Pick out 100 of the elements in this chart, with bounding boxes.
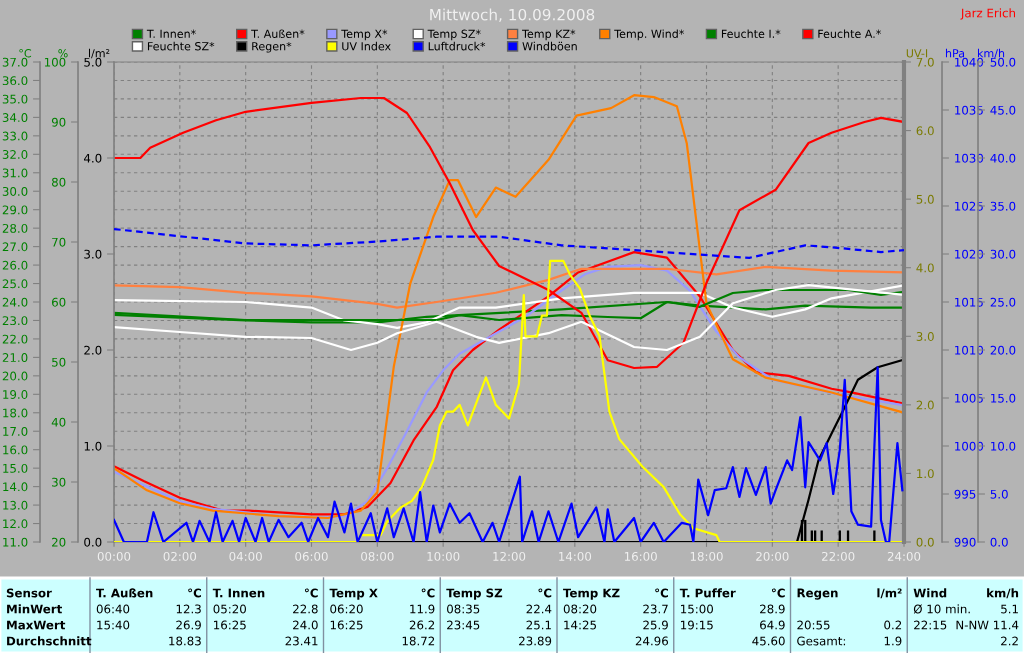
- y-tick-label: 35.0: [2, 94, 28, 104]
- legend-label: Temp KZ*: [522, 29, 576, 41]
- x-tick-label: 16:00: [624, 551, 657, 561]
- y2-tick-label: 1015: [955, 297, 983, 307]
- legend-label: Luftdruck*: [428, 41, 486, 51]
- y3-tick-label: 3.0: [84, 249, 102, 259]
- text: Jarz Erich: [960, 8, 1015, 20]
- y-tick-label: 7.0: [916, 57, 934, 67]
- y2-tick-label: 100: [44, 57, 66, 67]
- text: Wind km/h Ø 10 min. 5.1 22:15 N-NW 11.4 2.2: [913, 588, 1019, 646]
- y3-tick-label: 30.0: [990, 249, 1016, 259]
- text: T. Innen °C 05:20 22.8 16:25 24.0 23.41: [212, 588, 318, 646]
- text: Temp SZ °C 08:35 22.4 23:45 25.1 23.89: [446, 588, 552, 646]
- y3-tick-label: 2.0: [84, 345, 102, 355]
- legend-label: Windböen: [522, 41, 577, 51]
- y3-tick-label: 4.0: [84, 153, 102, 163]
- y2-tick-label: 60: [52, 297, 66, 307]
- legend-label: Feuchte I.*: [721, 29, 781, 38]
- y3-tick-label: 5.0: [84, 57, 102, 67]
- legend-label: Temp X*: [341, 29, 388, 41]
- y-tick-label: 34.0: [2, 113, 28, 123]
- x-tick-label: 14:00: [559, 551, 592, 561]
- legend-label: Regen*: [252, 42, 292, 53]
- y-tick-label: 29.0: [2, 205, 28, 215]
- y3-tick-label: 0.0: [990, 537, 1008, 547]
- legend-label: UV Index: [342, 41, 391, 51]
- y-tick-label: 31.0: [2, 168, 28, 178]
- y3-tick-label: 0.0: [84, 537, 102, 547]
- y-tick-label: 21.0: [2, 353, 28, 363]
- y-tick-label: 11.0: [3, 537, 28, 547]
- y-tick-label: 23.0: [2, 316, 28, 326]
- legend-label: Temp SZ*: [427, 29, 481, 41]
- y-axis-title: UV-I: [906, 49, 928, 58]
- y-tick-label: 2.0: [916, 400, 934, 410]
- legend-label: Feuchte SZ*: [147, 41, 215, 51]
- y2-tick-label: 995: [954, 489, 976, 499]
- y-tick-label: 25.0: [2, 279, 28, 289]
- y-tick-label: 26.0: [2, 260, 28, 270]
- y2-tick-label: 990: [954, 537, 976, 547]
- y3-tick-label: 25.0: [990, 297, 1016, 307]
- y2-tick-label: 1000: [955, 441, 984, 451]
- y-tick-label: 1.0: [917, 469, 934, 479]
- y3-tick-label: 5.0: [990, 489, 1008, 499]
- y2-tick-label: 1040: [955, 57, 984, 67]
- text: T. Puffer °C 15:00 28.9 19:15 64.9 45.60: [679, 588, 785, 646]
- y-tick-label: 6.0: [916, 126, 934, 136]
- y-tick-label: 27.0: [2, 242, 28, 252]
- y-tick-label: 4.0: [916, 263, 934, 273]
- y-tick-label: 3.0: [916, 332, 934, 341]
- y-tick-label: 33.0: [2, 131, 28, 141]
- text: Temp X °C 06:20 11.9 16:25 26.2 18.72: [329, 588, 435, 646]
- text: Sensor MinWert MaxWert Durchschnitt: [6, 588, 92, 646]
- y2-tick-label: 70: [52, 237, 66, 247]
- y-tick-label: 14.0: [3, 482, 28, 492]
- y2-tick-label: 40: [51, 417, 66, 427]
- y3-tick-label: 40.0: [990, 153, 1016, 163]
- y3-tick-label: 15.0: [991, 393, 1016, 403]
- text: T. Außen °C 06:40 12.3 15:40 26.9 18.83: [96, 588, 201, 646]
- y-tick-label: 28.0: [2, 223, 28, 233]
- x-tick-label: 08:00: [361, 551, 394, 561]
- y2-axis-title: hPa: [945, 48, 965, 58]
- y-tick-label: 12.0: [3, 519, 28, 529]
- y2-tick-label: 1020: [955, 249, 984, 259]
- legend-label: T. Außen*: [251, 29, 305, 38]
- y2-tick-label: 1010: [955, 345, 984, 355]
- y-axis-title: °C: [19, 49, 32, 58]
- y3-tick-label: 10.0: [991, 441, 1016, 451]
- x-tick-label: 10:00: [427, 551, 460, 561]
- y2-tick-label: 30: [52, 477, 66, 487]
- x-tick-label: 20:00: [756, 551, 789, 561]
- y-tick-label: 5.0: [916, 194, 934, 204]
- y-tick-label: 36.0: [2, 76, 28, 86]
- y3-tick-label: 20.0: [990, 345, 1016, 355]
- y3-tick-label: 35.0: [990, 201, 1016, 211]
- x-tick-label: 00:00: [97, 551, 131, 561]
- legend-label: Temp. Wind*: [614, 29, 685, 41]
- y2-tick-label: 80: [51, 177, 66, 187]
- text: Regen l/m² 20:55 0.2 Gesamt: 1.9: [797, 588, 902, 646]
- x-tick-label: 12:00: [493, 551, 526, 561]
- y-tick-label: 30.0: [2, 186, 28, 196]
- y3-tick-label: 45.0: [990, 105, 1016, 115]
- y-tick-label: 37.0: [2, 57, 28, 67]
- y-tick-label: 24.0: [2, 297, 28, 307]
- y-tick-label: 0.0: [916, 537, 934, 547]
- y2-tick-label: 1005: [955, 393, 983, 403]
- x-tick-label: 06:00: [295, 551, 328, 561]
- y-tick-label: 18.0: [3, 408, 28, 418]
- x-tick-label: 04:00: [229, 551, 262, 561]
- y2-tick-label: 1030: [955, 153, 984, 163]
- legend-label: Feuchte A.*: [818, 29, 881, 38]
- y-tick-label: 19.0: [3, 390, 28, 399]
- text: Temp KZ °C 08:20 23.7 14:25 25.9 24.96: [563, 588, 669, 646]
- y-tick-label: 22.0: [2, 334, 28, 344]
- x-tick-label: 22:00: [822, 551, 855, 561]
- y-tick-label: 13.0: [3, 500, 28, 510]
- y2-tick-label: 1025: [955, 201, 983, 211]
- x-tick-label: 24:00: [887, 551, 921, 561]
- y2-axis-title: %: [58, 49, 68, 58]
- x-tick-label: 02:00: [163, 551, 197, 561]
- y3-tick-label: 1.0: [84, 441, 102, 451]
